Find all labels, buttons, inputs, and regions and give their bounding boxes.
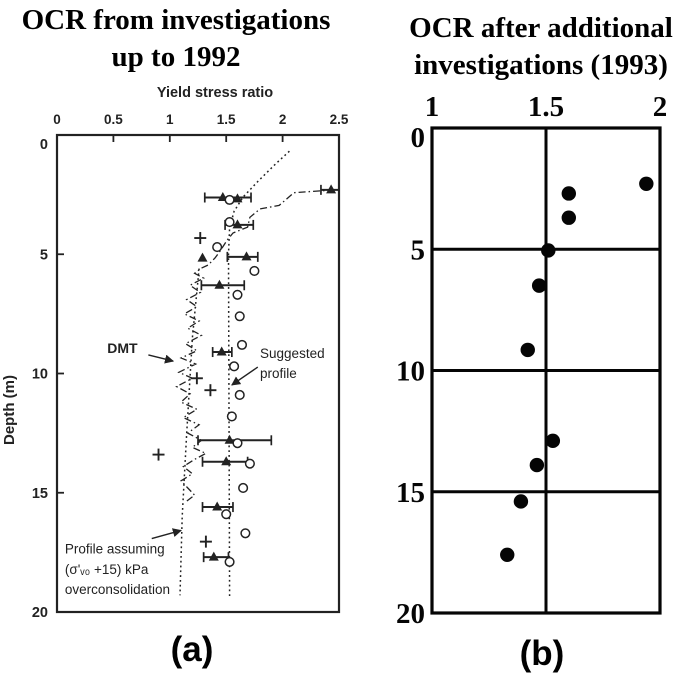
svg-text:0: 0 (40, 137, 48, 153)
ocr-1993-points (500, 176, 654, 562)
svg-text:1.5: 1.5 (217, 112, 236, 127)
panel-b-caption: (b) (519, 634, 565, 673)
svg-text:5: 5 (40, 247, 48, 263)
svg-text:2: 2 (653, 91, 668, 123)
panel-b-grid-lines (432, 128, 660, 613)
panel-b-plot-border (430, 126, 662, 615)
panel-b-x-axis-labels: 1 1.5 2 (425, 91, 668, 123)
panel-b-title: OCR after additional investigations (199… (382, 10, 700, 84)
svg-text:10: 10 (32, 367, 48, 383)
svg-text:Profile assuming(σ'ᵥ₀ +15) kPa: Profile assuming (σ'ᵥ₀ +15) kPa overconsol… (65, 542, 170, 598)
plus-symbols-points (152, 232, 217, 548)
assumed-profile-label: Profile assuming (σ'ᵥ₀ +15) kPa overconsol… (65, 528, 182, 598)
svg-text:Depth (m): Depth (m) (1, 375, 18, 445)
svg-text:2.5: 2.5 (330, 112, 349, 127)
svg-text:DMT: DMT (107, 340, 138, 356)
svg-text:20: 20 (32, 605, 48, 621)
suggested-profile-curve (227, 150, 290, 598)
dmt-profile-curve (175, 189, 335, 502)
svg-text:15: 15 (396, 477, 425, 509)
panel-a-x-axis-ticks: 0 0.5 1 1.5 2 2.5 (53, 112, 349, 142)
svg-text:15: 15 (32, 486, 48, 502)
panel-a-title-line2: up to 1992 (111, 41, 241, 73)
svg-text:0.5: 0.5 (104, 112, 123, 127)
panel-a-caption: (a) (170, 630, 214, 669)
panel-a-title: OCR from investigations up to 1992 (0, 2, 352, 76)
svg-text:0: 0 (411, 122, 426, 154)
panel-a-title-line1: OCR from investigations (21, 4, 331, 36)
open-circles-points (212, 194, 260, 567)
svg-text:1.5: 1.5 (528, 91, 564, 123)
svg-text:5: 5 (411, 234, 426, 266)
panel-b-title-line2: investigations (1993) (414, 49, 668, 81)
svg-text:Yield stress ratio: Yield stress ratio (157, 85, 273, 101)
svg-text:10: 10 (396, 356, 425, 388)
assumed-profile-curve (179, 268, 200, 596)
svg-text:1: 1 (166, 112, 174, 127)
panel-b-title-line1: OCR after additional (409, 12, 673, 44)
suggested-profile-label: Suggested profile (231, 346, 325, 386)
svg-text:2: 2 (279, 112, 287, 127)
svg-text:0: 0 (53, 112, 61, 127)
panel-b-y-axis-labels: 0 5 10 15 20 (396, 122, 425, 628)
dmt-label: DMT (107, 340, 175, 364)
svg-text:20: 20 (396, 598, 425, 628)
panel-a-axis-titles: Yield stress ratio Depth (m) (1, 85, 273, 445)
svg-text:1: 1 (425, 91, 440, 123)
panel-a-y-axis-ticks: 0 5 10 15 20 (32, 137, 64, 621)
